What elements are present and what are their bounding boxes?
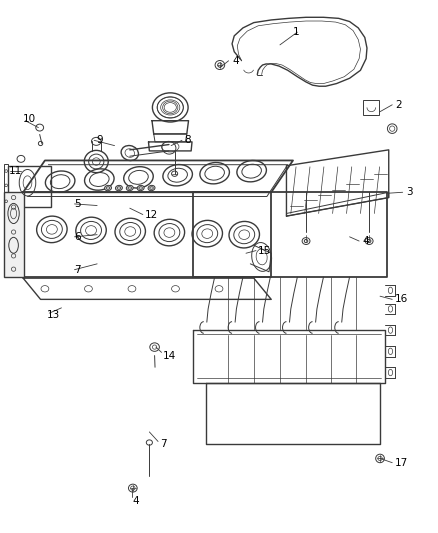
Bar xyxy=(364,100,379,115)
Text: 2: 2 xyxy=(395,100,402,110)
Text: 12: 12 xyxy=(145,209,158,220)
Text: 1: 1 xyxy=(293,27,300,37)
Ellipse shape xyxy=(137,185,144,191)
Text: 16: 16 xyxy=(395,294,409,304)
Text: 13: 13 xyxy=(47,310,60,320)
Text: 5: 5 xyxy=(74,199,81,209)
Text: 4: 4 xyxy=(232,56,239,66)
Text: 7: 7 xyxy=(74,265,81,274)
Text: 3: 3 xyxy=(406,187,413,197)
Text: 4: 4 xyxy=(363,236,369,246)
Ellipse shape xyxy=(148,185,155,191)
Ellipse shape xyxy=(126,185,133,191)
Text: 17: 17 xyxy=(395,458,409,467)
Text: 9: 9 xyxy=(96,135,103,146)
Text: 14: 14 xyxy=(163,351,177,361)
Text: 15: 15 xyxy=(258,246,272,256)
Text: 11: 11 xyxy=(9,166,22,176)
Text: 7: 7 xyxy=(160,439,167,449)
Text: 10: 10 xyxy=(23,114,36,124)
Text: 4: 4 xyxy=(132,496,138,506)
Ellipse shape xyxy=(116,185,122,191)
Text: 8: 8 xyxy=(184,135,191,146)
Text: 6: 6 xyxy=(74,232,81,242)
Polygon shape xyxy=(4,192,24,277)
Ellipse shape xyxy=(105,185,112,191)
